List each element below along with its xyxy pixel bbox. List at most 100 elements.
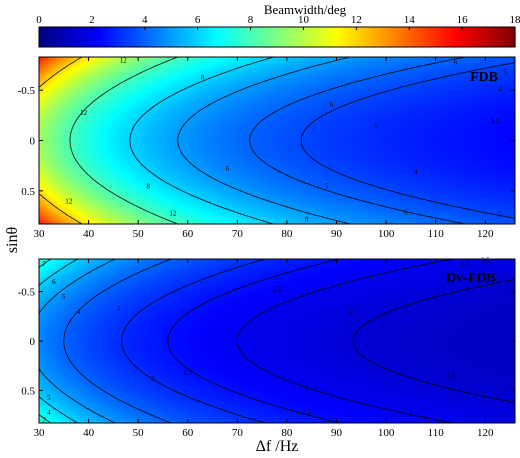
colorbar-segment <box>197 27 200 47</box>
colorbar-segment <box>211 27 214 47</box>
colorbar-tick-label: 18 <box>510 14 520 26</box>
colorbar-segment <box>481 27 484 47</box>
colorbar-segment <box>497 27 500 47</box>
colorbar-segment <box>479 27 482 47</box>
colorbar-segment <box>381 27 384 47</box>
colorbar-segment <box>59 27 62 47</box>
x-tick-label: 110 <box>428 228 445 240</box>
colorbar-segment <box>139 27 142 47</box>
colorbar-segment <box>425 27 428 47</box>
colorbar-segment <box>69 27 72 47</box>
colorbar-tick-label: 12 <box>351 14 362 26</box>
colorbar-segment <box>507 27 510 47</box>
colorbar-segment <box>93 27 96 47</box>
colorbar-segment <box>105 27 108 47</box>
colorbar-segment <box>163 27 166 47</box>
colorbar-segment <box>457 27 460 47</box>
colorbar-segment <box>283 27 286 47</box>
axes-dv-fdb: 30 40 50 60 70 80 90 100 110 120 -0.5 0 0.5 <box>18 259 515 439</box>
colorbar-segment <box>473 27 476 47</box>
contour-label: 4 <box>498 86 502 94</box>
colorbar-segment <box>249 27 252 47</box>
y-tick-label: -0.5 <box>18 85 36 97</box>
contour-label: 2 <box>305 384 309 392</box>
colorbar-segment <box>331 27 334 47</box>
colorbar-segment <box>501 27 504 47</box>
colorbar-segment <box>137 27 140 47</box>
colorbar-segment <box>203 27 206 47</box>
colorbar-segment <box>471 27 474 47</box>
colorbar-segment <box>277 27 280 47</box>
colorbar-segment <box>291 27 294 47</box>
contour-label: 4 <box>77 308 81 316</box>
colorbar-segment <box>247 27 250 47</box>
axes-fdb: 30 40 50 60 70 80 90 100 110 120 -0.5 0 0.5 <box>18 57 515 240</box>
colorbar-segment <box>217 27 220 47</box>
contour-line <box>39 57 83 224</box>
contour-line <box>177 57 351 224</box>
colorbar-segment <box>303 27 306 47</box>
colorbar-segment <box>55 27 58 47</box>
colorbar-segment <box>469 27 472 47</box>
y-tick-label: 0.5 <box>21 385 35 397</box>
colorbar-segment <box>405 27 408 47</box>
contours-fdb: 12 12 12 12 8 8 8 6 6 6 6 5 5 5 5 4 4 3.5 <box>39 57 515 224</box>
colorbar-segment <box>127 27 130 47</box>
colorbar-tick-labels: 0 2 4 6 8 10 12 14 16 18 <box>36 14 520 26</box>
colorbar-segment <box>107 27 110 47</box>
colorbar-segment <box>229 27 232 47</box>
colorbar-segment <box>237 27 240 47</box>
colorbar-segment <box>285 27 288 47</box>
contour-label: 12 <box>169 209 177 217</box>
colorbar-tick-label: 8 <box>248 14 254 26</box>
colorbar-segment <box>409 27 412 47</box>
colorbar-segment <box>333 27 336 47</box>
contour-line <box>121 259 266 423</box>
colorbar-segment <box>269 27 272 47</box>
contour-label: 5 <box>62 293 66 301</box>
contour-label: 5 <box>498 210 502 218</box>
colorbar-segment <box>347 27 350 47</box>
colorbar-segment <box>467 27 470 47</box>
colorbar-segment <box>455 27 458 47</box>
colorbar-segment <box>159 27 162 47</box>
colorbar-segment <box>97 27 100 47</box>
colorbar-segment <box>261 27 264 47</box>
colorbar-tick-label: 4 <box>142 14 148 26</box>
colorbar-segment <box>53 27 56 47</box>
contour-label: 1.5 <box>461 260 470 268</box>
colorbar-segment <box>57 27 60 47</box>
colorbar-segment <box>221 27 224 47</box>
colorbar-segment <box>341 27 344 47</box>
colorbar-segment <box>63 27 66 47</box>
colorbar-segment <box>447 27 450 47</box>
contour-label: 2 <box>409 409 413 417</box>
colorbar-segment <box>353 27 356 47</box>
colorbar-segment <box>305 27 308 47</box>
colorbar-segment <box>429 27 432 47</box>
colorbar-segment <box>111 27 114 47</box>
colorbar-segment <box>465 27 468 47</box>
colorbar-segment <box>51 27 54 47</box>
colorbar-segment <box>463 27 466 47</box>
contour-label: 5 <box>503 69 507 77</box>
colorbar-segment <box>91 27 94 47</box>
colorbar-segment <box>397 27 400 47</box>
colorbar-segment <box>325 27 328 47</box>
colorbar-segment <box>43 27 46 47</box>
colorbar-segment <box>113 27 116 47</box>
x-tick-label: 40 <box>83 427 95 439</box>
colorbar-segment <box>213 27 216 47</box>
colorbar-segment <box>141 27 144 47</box>
colorbar-segment <box>323 27 326 47</box>
x-tick-label: 120 <box>477 228 494 240</box>
colorbar-segment <box>421 27 424 47</box>
colorbar-segment <box>71 27 74 47</box>
colorbar-segment <box>339 27 342 47</box>
colorbar-segment <box>365 27 368 47</box>
colorbar-segment <box>363 27 366 47</box>
colorbar-tick-label: 6 <box>195 14 201 26</box>
colorbar-segment <box>271 27 274 47</box>
